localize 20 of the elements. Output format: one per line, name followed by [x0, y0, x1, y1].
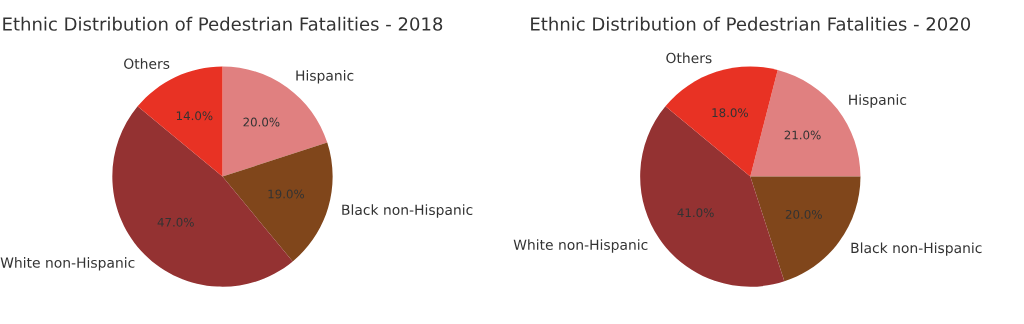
slice-label: White non-Hispanic [513, 239, 648, 253]
data-label: 21.0% [784, 130, 821, 140]
slice-label: Others [124, 58, 170, 69]
data-label: 20.0% [243, 117, 280, 127]
pie-slice [665, 66, 778, 177]
slice-label: Hispanic [849, 94, 907, 108]
data-label: 41.0% [677, 208, 714, 218]
chart-title: Ethnic Distribution of Pedestrian Fatalities - 2018 [3, 16, 443, 31]
data-label: 19.0% [268, 189, 305, 199]
data-label: 47.0% [157, 217, 194, 227]
slice-label: Black non-Hispanic [851, 242, 982, 256]
slice-label: White non-Hispanic [0, 257, 135, 271]
slice-label: Black non-Hispanic [342, 204, 473, 218]
slice-label: Hispanic [296, 70, 354, 84]
slice-label: Others [666, 52, 712, 64]
data-label: 20.0% [785, 209, 822, 219]
data-label: 14.0% [176, 111, 213, 121]
data-label: 18.0% [712, 108, 748, 118]
pie-slice [222, 142, 333, 262]
chart-title: Ethnic Distribution of Pedestrian Fatalities - 2020 [531, 16, 971, 31]
